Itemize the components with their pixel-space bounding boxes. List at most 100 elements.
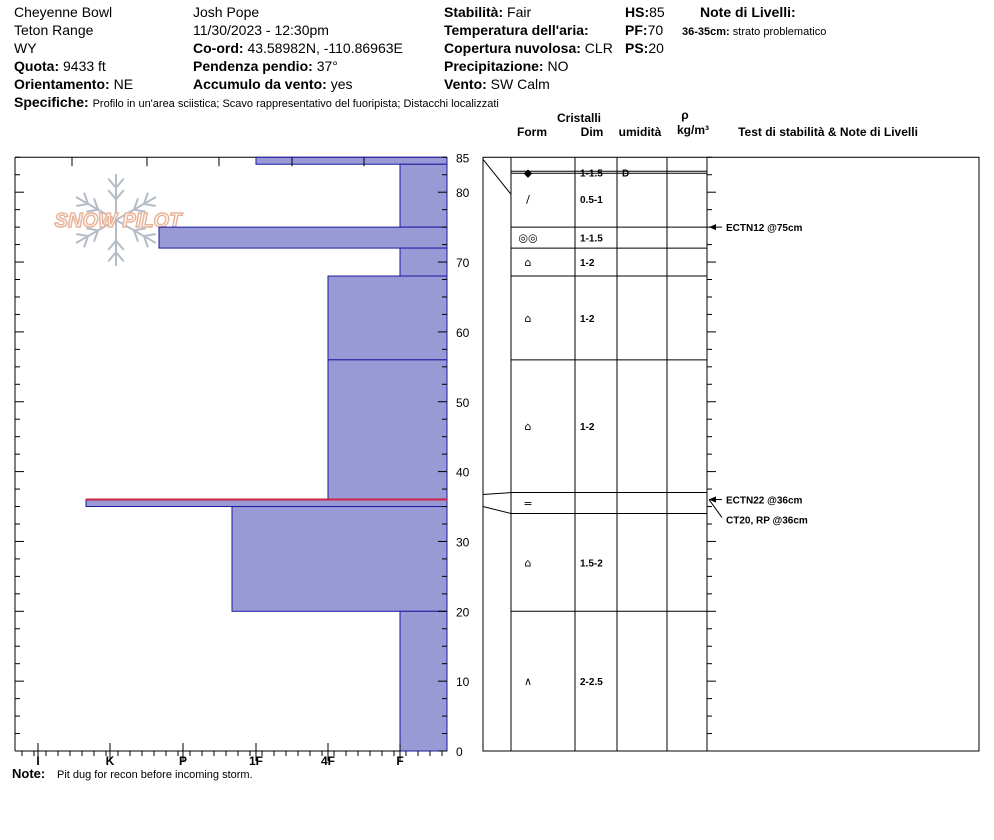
state-name: WY <box>14 40 37 56</box>
wind-value: SW Calm <box>490 76 550 92</box>
flake-branch <box>86 227 99 232</box>
observer-name: Josh Pope <box>193 4 260 20</box>
stability: Stabilità: Fair <box>444 4 531 20</box>
flake-branch <box>132 230 139 242</box>
hardness-layer-2 <box>158 226 448 249</box>
precip-value: NO <box>547 58 569 74</box>
flake-branch <box>133 227 146 232</box>
hardness-layer-1 <box>399 163 448 228</box>
crystal-form-7: ⌂ <box>525 556 532 569</box>
wind-loading: Accumulo da vento: yes <box>193 76 352 92</box>
specifics: Specifiche: Profilo in un'area sciistica… <box>14 94 499 112</box>
flake-branch <box>76 233 89 238</box>
hardness-label-4F: 4F <box>321 754 335 768</box>
flake-branch <box>86 208 99 213</box>
flake-arm <box>115 219 157 244</box>
hardness-label-P: P <box>179 754 187 768</box>
sky-label: Copertura nuvolosa: <box>444 40 581 56</box>
flake-branch <box>133 208 146 213</box>
coordinates: Co-ord: 43.58982N, -110.86963E <box>193 40 403 56</box>
crystal-size-5: 1-2 <box>580 422 595 433</box>
layer-notes-title: Note di Livelli: <box>700 4 796 20</box>
flake-arm <box>75 196 117 221</box>
aspect-value: NE <box>113 76 134 92</box>
flake-branch <box>93 198 100 210</box>
flake-branch <box>83 235 90 248</box>
elevation-label: Quota: <box>14 58 60 74</box>
wind-loading-label: Accumulo da vento: <box>193 76 327 92</box>
range-name: Teton Range <box>14 22 94 38</box>
test-arrow-2 <box>709 496 716 503</box>
air-temp-label: Temperatura dell'aria: <box>444 22 589 38</box>
aspect: Orientamento: NE <box>14 76 133 92</box>
stability-value: Fair <box>507 4 532 20</box>
crystal-size-3: 1-2 <box>580 258 595 269</box>
flake-branch <box>107 251 117 263</box>
slope: Pendenza pendio: 37° <box>193 58 338 74</box>
coord-value: 43.58982N, -110.86963E <box>247 40 403 56</box>
flake-branch <box>115 177 125 189</box>
crystal-size-4: 1-2 <box>580 314 595 325</box>
aspect-label: Orientamento: <box>14 76 110 92</box>
y-tick-label: 60 <box>456 326 470 340</box>
flake-branch <box>107 240 117 251</box>
note-label: Note: <box>12 766 45 781</box>
y-tick-label: 85 <box>456 151 470 165</box>
crystal-form-1: / <box>526 193 530 206</box>
crystal-form-0: ◆ <box>524 166 533 179</box>
crystal-size-1: 0.5-1 <box>580 195 603 206</box>
observation-datetime: 11/30/2023 - 12:30pm <box>193 22 329 38</box>
sky-cover: Copertura nuvolosa: CLR <box>444 40 613 56</box>
layer-note-depth: 36-35cm: <box>682 26 730 38</box>
density-unit: kg/m³ <box>677 123 709 137</box>
stability-test-2: CT20, RP @36cm <box>726 516 808 527</box>
y-tick-label: 50 <box>456 396 470 410</box>
layer-note-text: strato problematico <box>732 26 827 38</box>
flake-arm <box>115 196 157 221</box>
y-tick-label: 70 <box>456 256 470 270</box>
ps-label: PS: <box>625 40 649 56</box>
crystal-table-frame <box>482 156 980 752</box>
sky-value: CLR <box>584 40 613 56</box>
crystal-form-8: ∧ <box>524 675 532 688</box>
hardness-label-K: K <box>106 754 115 768</box>
wind-loading-value: yes <box>330 76 353 92</box>
y-tick-label: 80 <box>456 186 470 200</box>
test-leader-2 <box>708 499 723 518</box>
crystal-form-6: = <box>523 497 532 510</box>
y-tick-label: 30 <box>456 535 470 549</box>
connector-top <box>482 158 512 195</box>
slope-label: Pendenza pendio: <box>193 58 313 74</box>
wind-label: Vento: <box>444 76 487 92</box>
flake-branch <box>143 202 156 207</box>
snowpilot-logo: SNOW PILOT <box>54 174 184 266</box>
stability-label: Stabilità: <box>444 4 504 20</box>
crystal-form-2: ◎◎ <box>518 232 537 245</box>
crystal-size-8: 2-2.5 <box>580 677 603 688</box>
connector-weak-2 <box>482 506 512 514</box>
elevation-value: 9433 ft <box>63 58 106 74</box>
stability-test-1: ECTN22 @36cm <box>726 496 803 507</box>
pf-label: PF: <box>625 22 648 38</box>
crystal-form-3: ⌂ <box>525 256 532 269</box>
tests-header: Test di stabilità & Note di Livelli <box>738 125 918 139</box>
elevation: Quota: 9433 ft <box>14 58 106 74</box>
hardness-layer-7 <box>231 506 448 612</box>
connector-weak-1 <box>482 492 512 496</box>
crystals-header: Cristalli <box>557 111 601 125</box>
moisture-header: umidità <box>619 125 662 139</box>
ps: PS:20 <box>625 40 664 56</box>
flake-branch <box>143 233 156 238</box>
form-header: Form <box>517 125 547 139</box>
flake-branch <box>76 202 89 207</box>
flake-branch <box>115 189 125 200</box>
hardness-label-I: I <box>36 754 39 768</box>
flake-branch <box>142 192 149 205</box>
hardness-label-F: F <box>396 754 403 768</box>
location-name: Cheyenne Bowl <box>14 4 113 20</box>
wind: Vento: SW Calm <box>444 76 550 92</box>
y-tick-label: 0 <box>456 745 463 759</box>
ps-value: 20 <box>648 40 664 56</box>
flake-branch <box>107 177 117 189</box>
slope-value: 37° <box>316 58 338 74</box>
